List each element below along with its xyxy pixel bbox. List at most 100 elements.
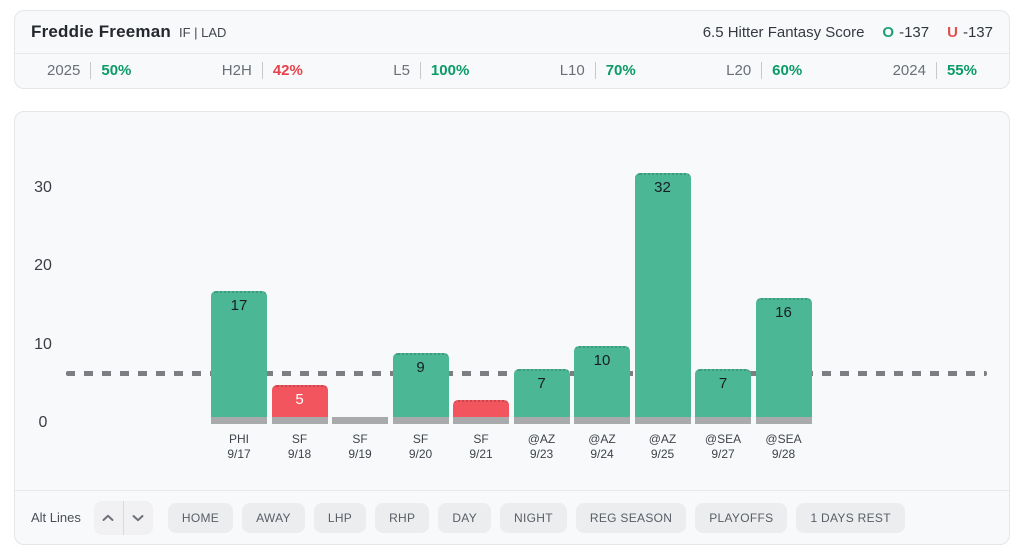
filter-button-lhp[interactable]: LHP [313,502,367,533]
bar-fill: 17 [211,290,267,417]
bar-value-label: 32 [654,178,671,196]
y-axis-tick: 30 [34,178,52,196]
alt-lines-label: Alt Lines [31,510,81,525]
under-odds-button[interactable]: U -137 [947,24,993,41]
stat-value: 100% [430,62,470,79]
filter-button-night[interactable]: NIGHT [500,502,567,533]
x-axis-label: SF 9/21 [469,432,493,461]
player-header-row: Freddie Freeman IF | LAD 6.5 Hitter Fant… [15,11,1009,54]
stat-divider [261,62,263,79]
filter-button-playoffs[interactable]: PLAYOFFS [695,502,788,533]
stat-item-2024: 2024 55% [893,62,977,79]
stat-label: L10 [559,62,585,79]
alt-line-down-button[interactable] [124,501,153,535]
bar-base [392,416,449,424]
bar-base [453,416,509,424]
x-axis-label: SF 9/19 [348,432,372,461]
filter-button-day[interactable]: DAY [438,502,492,533]
stat-value: 42% [272,62,303,79]
chart-bar-at-SEA-9-28[interactable]: 16 [755,298,812,424]
chart-bar-PHI-9-17[interactable]: 17 [211,290,267,424]
over-letter: O [882,23,895,41]
over-odds-value: -137 [899,23,930,41]
chart-bar-SF-9-19[interactable] [332,417,388,424]
bar-value-label: 10 [593,351,611,369]
y-axis-tick: 10 [34,335,52,353]
stat-value: 70% [605,62,636,79]
stat-divider [935,62,937,79]
under-odds-value: -137 [962,23,993,41]
stat-item-l20: L20 60% [726,62,802,79]
hit-rate-stats-bar: 2025 50% H2H 42% L5 100% L10 70% L20 60%… [15,54,1009,87]
bar-value-label: 9 [416,359,425,377]
chart-bar-SF-9-21[interactable] [453,400,509,424]
chart-plot: 0 10 20 30 17 PHI 9/17 5 SF 9/18 SF 9/19 9 SF 9/20 SF 9/… [15,112,1009,490]
chart-bar-at-AZ-9-24[interactable]: 10 [574,345,630,424]
bar-fill: 32 [634,172,691,417]
filter-button-rhp[interactable]: RHP [375,502,430,533]
x-axis-label: @AZ 9/25 [648,432,677,461]
stat-divider [419,62,421,79]
bar-fill: 9 [392,353,449,417]
stepper-divider [122,500,124,535]
stat-item-h2h: H2H 42% [222,62,303,79]
bar-base [574,417,630,424]
under-letter: U [947,23,958,41]
player-name: Freddie Freeman [31,22,171,41]
stat-item-l5: L5 100% [393,62,469,79]
player-header-card: Freddie Freeman IF | LAD 6.5 Hitter Fant… [14,10,1010,89]
stat-item-l10: L10 70% [560,62,636,79]
bar-value-label: 7 [537,375,546,393]
player-position: IF | LAD [179,25,227,40]
y-axis-tick: 0 [38,414,48,431]
filter-button-home[interactable]: HOME [167,502,234,533]
x-axis-label: @SEA 9/27 [704,432,742,461]
x-axis-label: @AZ 9/24 [588,432,616,461]
chart-bar-SF-9-18[interactable]: 5 [271,384,328,424]
bar-fill: 7 [695,369,751,417]
chevron-up-icon [102,514,114,521]
fantasy-line-label: 6.5 Hitter Fantasy Score [702,23,865,41]
stat-divider [761,62,763,79]
bar-base [211,416,267,424]
filter-button-reg-season[interactable]: REG SEASON [575,502,687,533]
filters-bar: Alt Lines HOME AWAY LHP RHP DAY NIGHT RE… [15,490,1009,544]
game-log-chart-card: 0 10 20 30 17 PHI 9/17 5 SF 9/18 SF 9/19 9 SF 9/20 SF 9/… [14,111,1010,545]
chart-bar-at-SEA-9-27[interactable]: 7 [695,369,751,424]
stat-label: L5 [393,62,410,79]
bar-fill [453,400,509,417]
alt-line-up-button[interactable] [94,501,123,535]
bar-base [695,416,751,424]
filter-button-days-rest[interactable]: 1 DAYS REST [796,502,905,533]
x-axis-label: @SEA 9/28 [765,432,802,461]
stat-value: 55% [946,62,977,79]
x-axis-label: @AZ 9/23 [527,432,556,461]
filter-button-away[interactable]: AWAY [242,502,305,533]
chart-bar-SF-9-20[interactable]: 9 [392,353,449,424]
stat-label: 2024 [892,62,926,79]
stat-value: 60% [772,62,803,79]
stat-label: H2H [221,62,252,79]
stat-item-2025: 2025 50% [47,62,131,79]
bar-value-label: 7 [718,375,728,393]
bar-value-label: 17 [230,296,248,314]
over-odds-button[interactable]: O -137 [882,24,929,41]
bar-base [271,417,328,424]
bar-value-label: 5 [295,390,304,408]
chart-bar-at-AZ-9-23[interactable]: 7 [513,369,570,424]
bar-base [513,416,570,424]
bar-fill: 16 [755,298,812,417]
bar-base [332,417,388,424]
bar-fill: 5 [271,384,328,417]
alt-lines-stepper [93,500,153,535]
stat-divider [594,62,596,79]
stat-value: 50% [101,62,132,79]
x-axis-label: SF 9/20 [408,432,433,461]
bar-base [634,416,691,424]
y-axis-tick: 20 [34,257,52,274]
bar-base [755,416,812,424]
chart-bar-at-AZ-9-25[interactable]: 32 [634,172,691,424]
x-axis-label: PHI 9/17 [227,432,251,461]
chevron-down-icon [132,514,144,521]
x-axis-label: SF 9/18 [287,432,312,461]
